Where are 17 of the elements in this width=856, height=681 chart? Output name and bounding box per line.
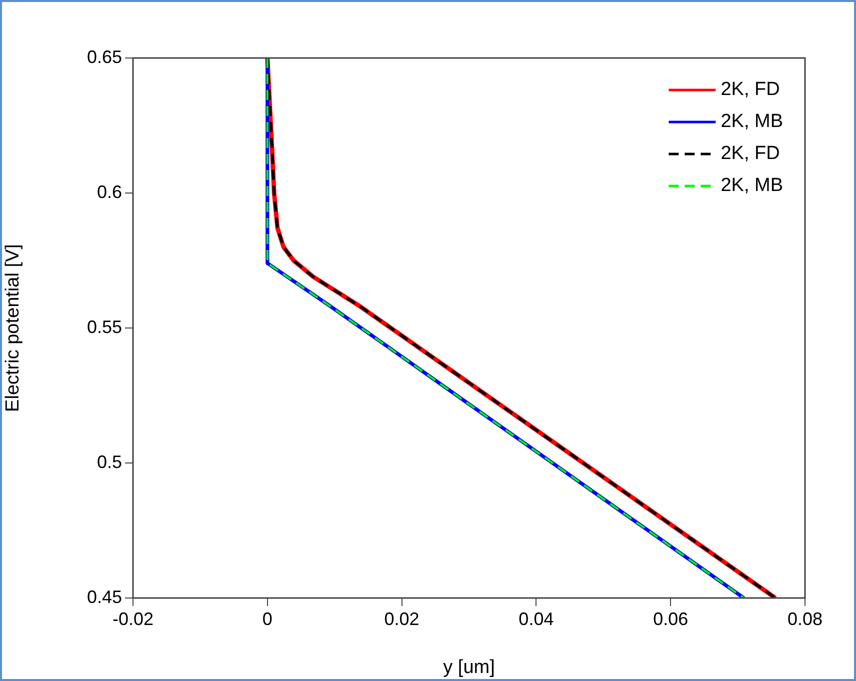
legend-label: 2K, MB [720, 175, 784, 196]
legend-label: 2K, FD [720, 79, 780, 100]
x-tick-label: 0 [262, 608, 272, 629]
x-tick-label: 0.06 [653, 608, 688, 629]
legend-label: 2K, MB [720, 111, 784, 132]
x-tick-label: 0.08 [787, 608, 823, 629]
x-tick-label: 0.02 [384, 608, 420, 629]
y-tick-label: 0.65 [86, 46, 122, 67]
y-axis-title: Electric potential [V] [2, 244, 24, 412]
x-tick-label: -0.02 [112, 608, 154, 629]
y-tick-label: 0.5 [96, 452, 122, 472]
y-tick-label: 0.45 [86, 586, 122, 607]
y-tick-label: 0.55 [86, 316, 122, 337]
x-tick-label: 0.04 [518, 608, 554, 629]
x-axis-title: y [um] [443, 656, 495, 678]
y-tick-label: 0.6 [96, 182, 122, 202]
legend-label: 2K, FD [720, 143, 780, 164]
